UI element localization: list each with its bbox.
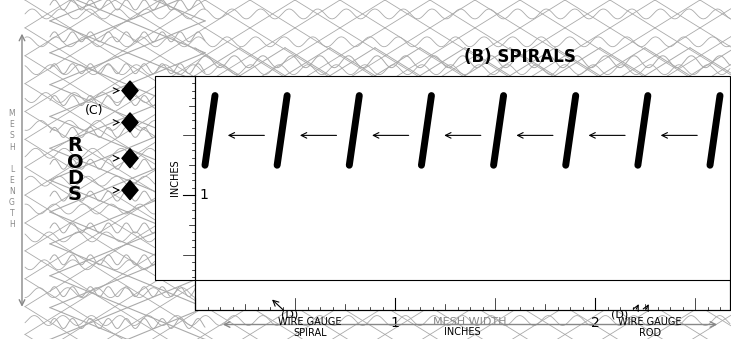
Text: S: S (68, 184, 82, 204)
Text: INCHES: INCHES (170, 159, 180, 196)
Polygon shape (122, 113, 138, 132)
Text: (D): (D) (611, 310, 629, 320)
Text: D: D (67, 169, 83, 188)
FancyBboxPatch shape (195, 280, 730, 310)
Text: WIRE GAUGE
ROD: WIRE GAUGE ROD (618, 317, 682, 338)
Polygon shape (122, 181, 138, 200)
Text: 1: 1 (390, 315, 399, 329)
Text: R: R (67, 136, 83, 155)
FancyBboxPatch shape (155, 76, 195, 280)
Text: 1: 1 (199, 188, 208, 202)
Text: (B) SPIRALS: (B) SPIRALS (464, 48, 576, 66)
Text: WIRE GAUGE
SPIRAL: WIRE GAUGE SPIRAL (279, 317, 342, 338)
Text: (D): (D) (281, 310, 299, 320)
Text: 2: 2 (591, 315, 599, 329)
Polygon shape (122, 149, 138, 168)
Polygon shape (122, 81, 138, 100)
Bar (195, 76, 730, 310)
Text: MESH WIDTH: MESH WIDTH (433, 317, 507, 327)
Text: O: O (67, 153, 83, 172)
FancyBboxPatch shape (155, 76, 195, 280)
Text: M
E
S
H
 
L
E
N
G
T
H: M E S H L E N G T H (9, 109, 15, 229)
Text: INCHES: INCHES (444, 327, 481, 338)
FancyBboxPatch shape (195, 76, 730, 280)
Text: (C): (C) (85, 104, 104, 117)
